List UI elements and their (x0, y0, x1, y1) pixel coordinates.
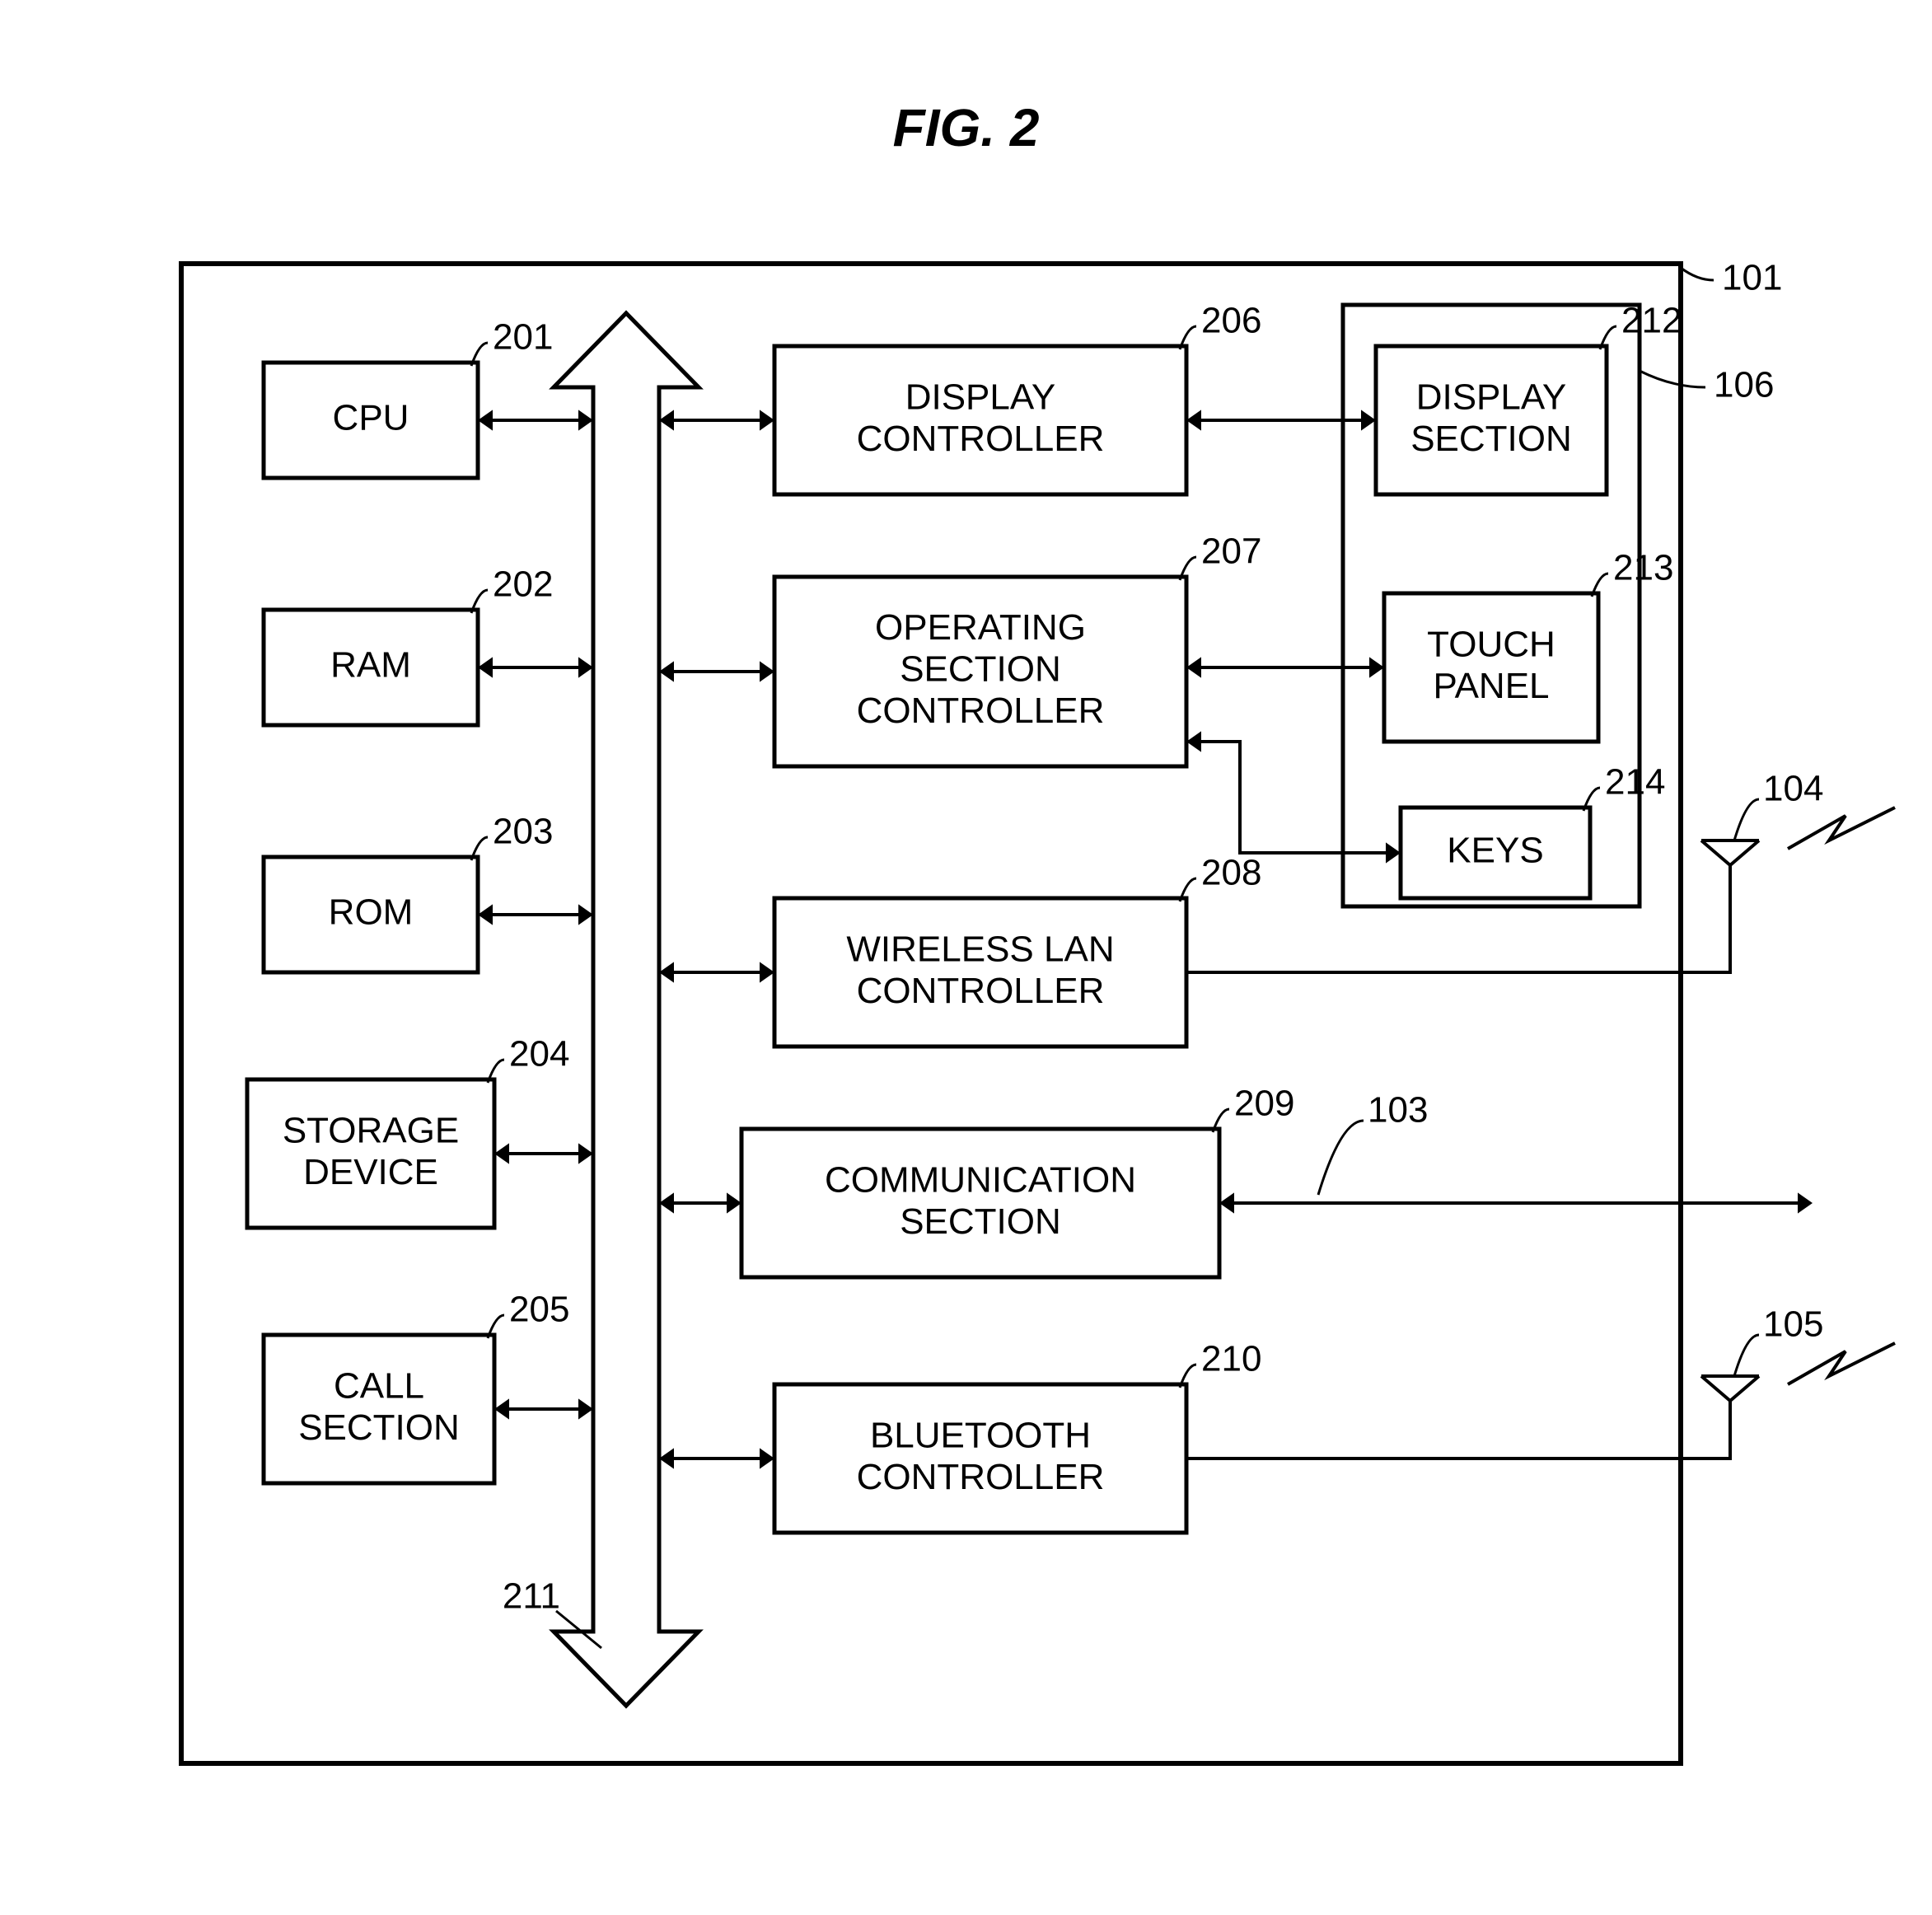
svg-text:211: 211 (503, 1576, 560, 1617)
comm-label: SECTION (900, 1201, 1061, 1242)
svg-text:208: 208 (1201, 853, 1261, 893)
svg-text:203: 203 (493, 812, 553, 852)
figure-title: FIG. 2 (893, 98, 1040, 157)
svg-text:104: 104 (1763, 769, 1823, 809)
svg-text:201: 201 (493, 317, 553, 358)
svg-text:210: 210 (1201, 1339, 1261, 1379)
opctrl-label: OPERATING (875, 607, 1086, 648)
ram-label: RAM (330, 645, 411, 686)
svg-text:214: 214 (1605, 762, 1665, 803)
dispctrl-label: DISPLAY (905, 377, 1056, 417)
bt-label: CONTROLLER (857, 1457, 1105, 1497)
bt-label: BLUETOOTH (870, 1415, 1091, 1455)
svg-text:213: 213 (1613, 548, 1673, 588)
wlan-label: CONTROLLER (857, 971, 1105, 1011)
cpu-label: CPU (333, 398, 409, 438)
svg-text:103: 103 (1368, 1090, 1428, 1131)
svg-text:206: 206 (1201, 301, 1261, 341)
svg-text:105: 105 (1763, 1304, 1823, 1345)
opctrl-label: CONTROLLER (857, 691, 1105, 731)
opctrl-label: SECTION (900, 649, 1061, 690)
dispsect-label: DISPLAY (1416, 377, 1567, 417)
svg-text:209: 209 (1234, 1084, 1294, 1124)
dispctrl-label: CONTROLLER (857, 419, 1105, 459)
block-diagram: FIG. 2 101 106 211 CPU 201 RAM 202 ROM 203 STORAGE… (0, 0, 1932, 1915)
svg-text:204: 204 (509, 1034, 569, 1075)
wlan-label: WIRELESS LAN (846, 929, 1114, 969)
svg-text:212: 212 (1621, 301, 1682, 341)
dispsect-label: SECTION (1410, 419, 1572, 459)
comm-label: COMMUNICATION (825, 1159, 1136, 1200)
touch-label: TOUCH (1427, 624, 1555, 664)
storage-label: STORAGE (283, 1110, 459, 1150)
rom-label: ROM (329, 892, 414, 933)
svg-text:106: 106 (1714, 365, 1774, 405)
svg-text:101: 101 (1722, 258, 1782, 298)
svg-text:205: 205 (509, 1290, 569, 1330)
call-label: SECTION (298, 1407, 460, 1448)
svg-text:202: 202 (493, 564, 553, 605)
touch-label: PANEL (1433, 666, 1549, 706)
call-label: CALL (334, 1365, 424, 1406)
svg-text:207: 207 (1201, 531, 1261, 572)
keys-label: KEYS (1447, 831, 1543, 871)
storage-label: DEVICE (303, 1152, 438, 1192)
